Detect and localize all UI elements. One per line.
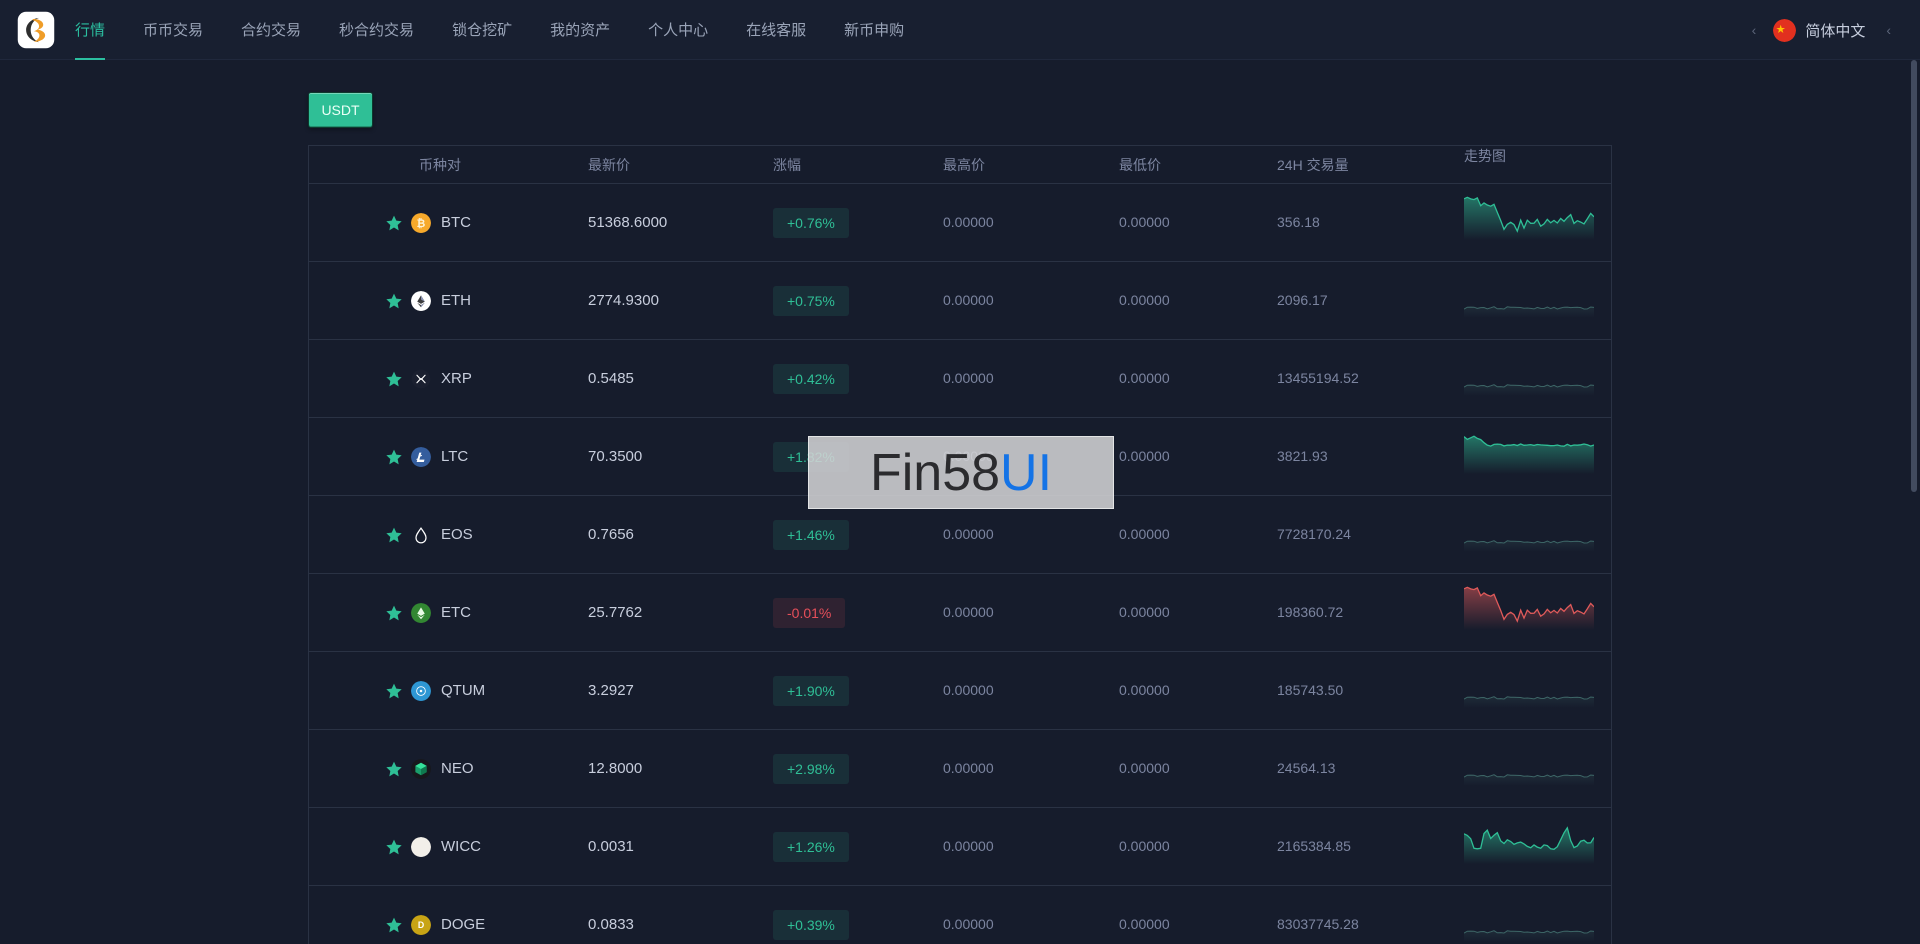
svg-text:D: D: [418, 920, 424, 930]
svg-text:₿: ₿: [417, 217, 426, 229]
